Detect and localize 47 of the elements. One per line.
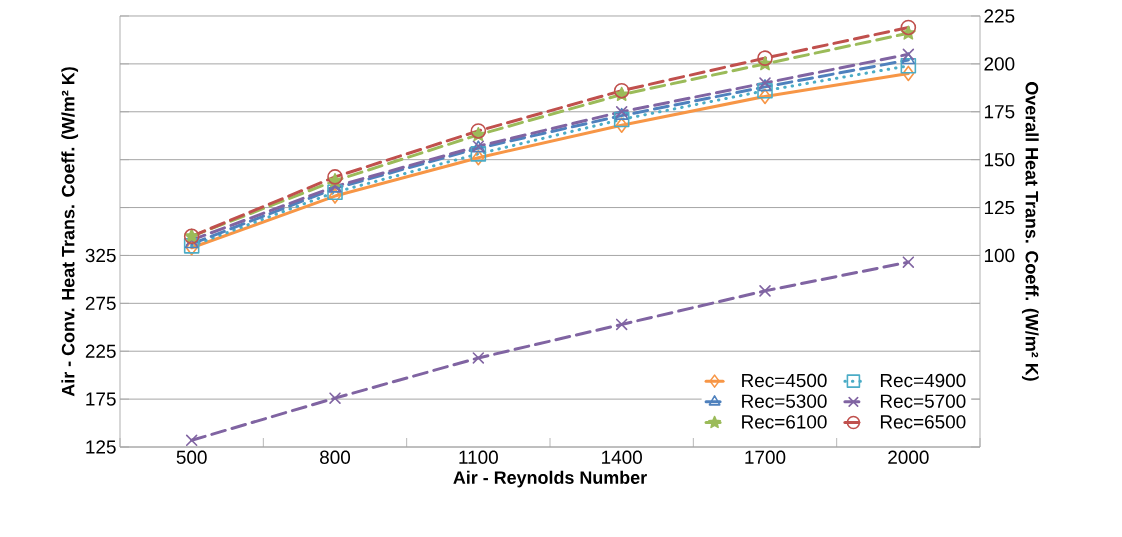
legend-label: Rec=4500 bbox=[742, 373, 827, 388]
legend-label: Rec=6100 bbox=[742, 415, 827, 429]
legend-label: Rec=6500 bbox=[880, 415, 966, 429]
point bbox=[902, 65, 915, 82]
x-tick-label: 1700 bbox=[745, 450, 786, 464]
x-tick-label: 800 bbox=[320, 450, 351, 464]
point bbox=[615, 318, 628, 331]
y2-tick-label: 200 bbox=[984, 57, 1015, 71]
x-tick-label: 1400 bbox=[602, 450, 642, 464]
point bbox=[328, 188, 342, 204]
y2-tick-label: 125 bbox=[984, 200, 1015, 215]
point bbox=[900, 19, 917, 36]
y2-tick-label: 225 bbox=[984, 9, 1015, 23]
y-tick-label: 225 bbox=[85, 344, 116, 358]
point bbox=[757, 82, 773, 99]
point bbox=[759, 285, 771, 297]
point bbox=[902, 48, 915, 61]
x-tick-label: 2000 bbox=[888, 450, 929, 464]
point bbox=[613, 111, 630, 128]
point bbox=[902, 256, 915, 268]
y-tick-label: 175 bbox=[86, 392, 116, 406]
legend-label: Rec=5300 bbox=[742, 394, 827, 408]
legend-label: Rec=5700 bbox=[880, 394, 966, 408]
x-tick-label: 500 bbox=[176, 450, 207, 464]
point bbox=[472, 352, 485, 364]
point bbox=[758, 88, 772, 105]
y-tick-label: 275 bbox=[85, 296, 116, 311]
point bbox=[613, 82, 630, 99]
point bbox=[327, 184, 343, 201]
y2-tick-label: 100 bbox=[984, 248, 1015, 263]
legend-label: Rec=4900 bbox=[880, 373, 966, 388]
y2-axis-title: Overall Heat Trans. Coeff. (W/m² K) bbox=[1021, 82, 1039, 381]
point bbox=[329, 392, 341, 404]
x-axis-title: Air - Reynolds Number bbox=[453, 470, 647, 488]
point bbox=[900, 58, 917, 74]
point bbox=[185, 434, 198, 447]
y-axis-title: Air - Conv. Heat Trans. Coeff. (W/m² K) bbox=[61, 67, 79, 397]
point bbox=[472, 149, 485, 166]
point bbox=[615, 117, 628, 133]
y-tick-label: 325 bbox=[85, 248, 116, 263]
point bbox=[470, 146, 487, 162]
point bbox=[901, 52, 916, 65]
x-tick-label: 1100 bbox=[459, 450, 498, 464]
y-tick-label: 125 bbox=[86, 440, 116, 454]
y2-tick-label: 175 bbox=[984, 105, 1015, 119]
point bbox=[757, 50, 773, 66]
y2-tick-label: 150 bbox=[984, 152, 1015, 167]
